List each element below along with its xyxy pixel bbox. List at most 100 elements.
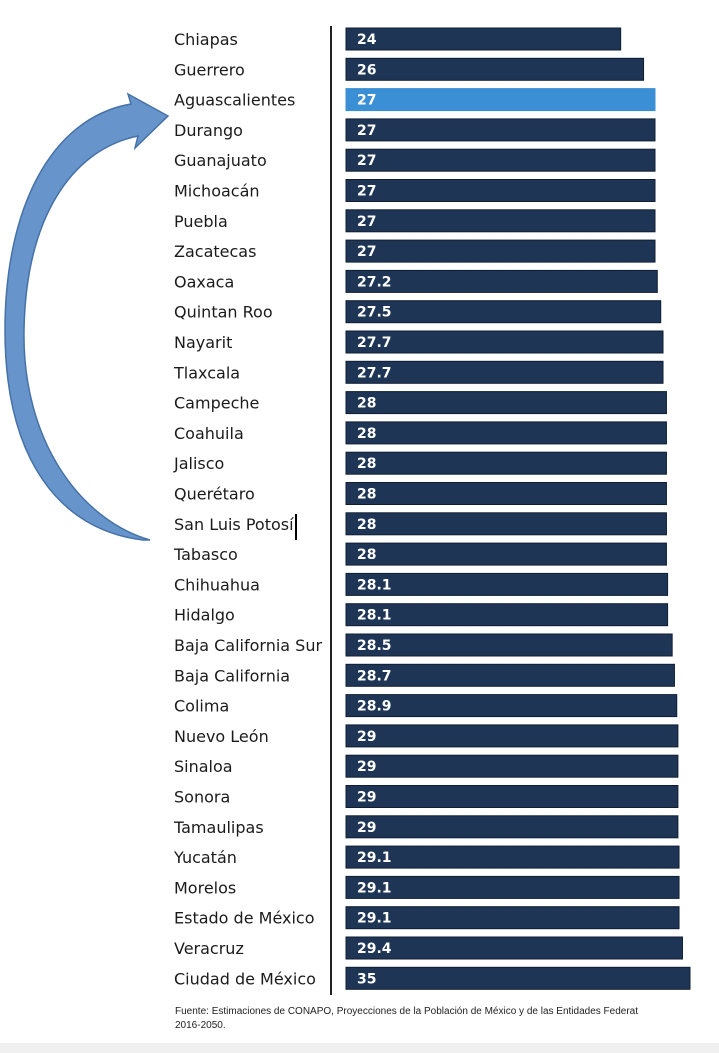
value-label: 28.7	[357, 668, 392, 684]
category-label: Jalisco	[173, 454, 224, 473]
category-label: Colima	[174, 697, 229, 716]
category-label: Chiapas	[174, 30, 238, 49]
category-label: Veracruz	[174, 939, 244, 958]
value-label: 27.5	[357, 305, 392, 321]
bar	[345, 724, 679, 748]
bar	[345, 603, 669, 627]
bar-chart: Chiapas Guerrero Aguascalientes Durango Guan…	[4, 26, 691, 995]
value-label: 28.1	[357, 577, 392, 593]
category-label: Nuevo León	[174, 727, 269, 746]
category-label: Aguascalientes	[174, 91, 295, 110]
value-label: 28	[357, 396, 376, 412]
value-label: 28	[357, 487, 376, 503]
bar	[345, 300, 662, 324]
bar	[345, 451, 667, 475]
bar	[345, 906, 680, 930]
value-label: 27	[357, 244, 376, 260]
text-cursor	[295, 514, 297, 540]
category-label: Morelos	[174, 878, 236, 897]
bar	[345, 845, 680, 869]
category-label: Tamaulipas	[173, 818, 264, 837]
bottom-strip	[0, 1043, 719, 1053]
bar	[345, 694, 678, 718]
bar	[345, 815, 679, 839]
category-label: San Luis Potosí	[174, 515, 294, 534]
bar	[345, 179, 656, 202]
bar	[345, 27, 622, 51]
value-label: 28	[357, 547, 376, 563]
bar	[345, 118, 656, 142]
annotation-arrow	[4, 92, 170, 541]
bar	[345, 875, 680, 899]
bar	[345, 542, 667, 566]
value-label: 29	[357, 790, 376, 806]
bar	[345, 57, 645, 81]
source-line-1: Fuente: Estimaciones de CONAPO, Proyecci…	[175, 1006, 639, 1017]
value-label: 29	[357, 820, 376, 836]
bar	[345, 269, 658, 293]
category-label: Sinaloa	[174, 757, 233, 776]
category-label: Campeche	[174, 394, 259, 413]
source-line-2: 2016-2050.	[175, 1020, 226, 1031]
value-label: 27.7	[357, 365, 392, 381]
value-label: 27	[357, 184, 376, 200]
category-label: Coahuila	[174, 424, 244, 443]
value-label: 27.2	[357, 274, 392, 290]
bar	[345, 209, 656, 233]
category-label: Puebla	[174, 212, 228, 231]
value-label: 29	[357, 759, 376, 775]
category-label: Ciudad de México	[174, 969, 316, 988]
value-label: 29.1	[357, 880, 392, 896]
bar	[345, 663, 675, 687]
bar	[345, 966, 691, 990]
category-label: Oaxaca	[174, 272, 234, 291]
category-label: Baja California Sur	[174, 636, 322, 655]
bar	[345, 330, 664, 354]
value-label: 26	[357, 62, 376, 78]
value-label: 27	[357, 153, 376, 169]
category-label: Tabasco	[173, 545, 238, 564]
value-label: 28.9	[357, 699, 392, 715]
bar	[345, 936, 683, 960]
category-label: Guerrero	[174, 60, 245, 79]
category-label: Zacatecas	[174, 242, 256, 261]
category-label: Estado de México	[174, 909, 315, 928]
value-label: 29.1	[357, 911, 392, 927]
value-label: 27	[357, 93, 376, 109]
value-label: 29	[357, 729, 376, 745]
bar	[345, 512, 667, 536]
bar	[345, 239, 656, 263]
value-label: 35	[357, 971, 376, 987]
value-label: 29.4	[357, 941, 392, 957]
category-label: Baja California	[174, 666, 290, 685]
value-label: 28	[357, 426, 376, 442]
value-label: 28	[357, 456, 376, 472]
category-label: Tlaxcala	[173, 363, 240, 382]
bar	[345, 148, 656, 172]
category-label: Durango	[174, 121, 243, 140]
category-label: Chihuahua	[174, 575, 260, 594]
bar	[345, 421, 667, 445]
source-note: Fuente: Estimaciones de CONAPO, Proyecci…	[175, 1005, 715, 1033]
category-label: Sonora	[174, 788, 230, 807]
bar	[345, 391, 667, 415]
value-label: 27.7	[357, 335, 392, 351]
bar	[345, 360, 664, 384]
value-label: 28	[357, 517, 376, 533]
bar	[345, 572, 669, 596]
value-label: 27	[357, 214, 376, 230]
bar	[345, 482, 667, 505]
category-label: Nayarit	[174, 333, 232, 352]
category-label: Yucatán	[173, 848, 237, 867]
bar	[345, 633, 673, 657]
category-label: Michoacán	[174, 182, 260, 201]
bar	[345, 754, 679, 778]
category-label: Guanajuato	[174, 151, 267, 170]
category-label: Quintan Roo	[174, 303, 273, 322]
category-label: Querétaro	[174, 485, 255, 504]
value-label: 28.5	[357, 638, 392, 654]
value-label: 27	[357, 123, 376, 139]
bar	[345, 88, 656, 112]
bar	[345, 785, 679, 808]
value-label: 28.1	[357, 608, 392, 624]
